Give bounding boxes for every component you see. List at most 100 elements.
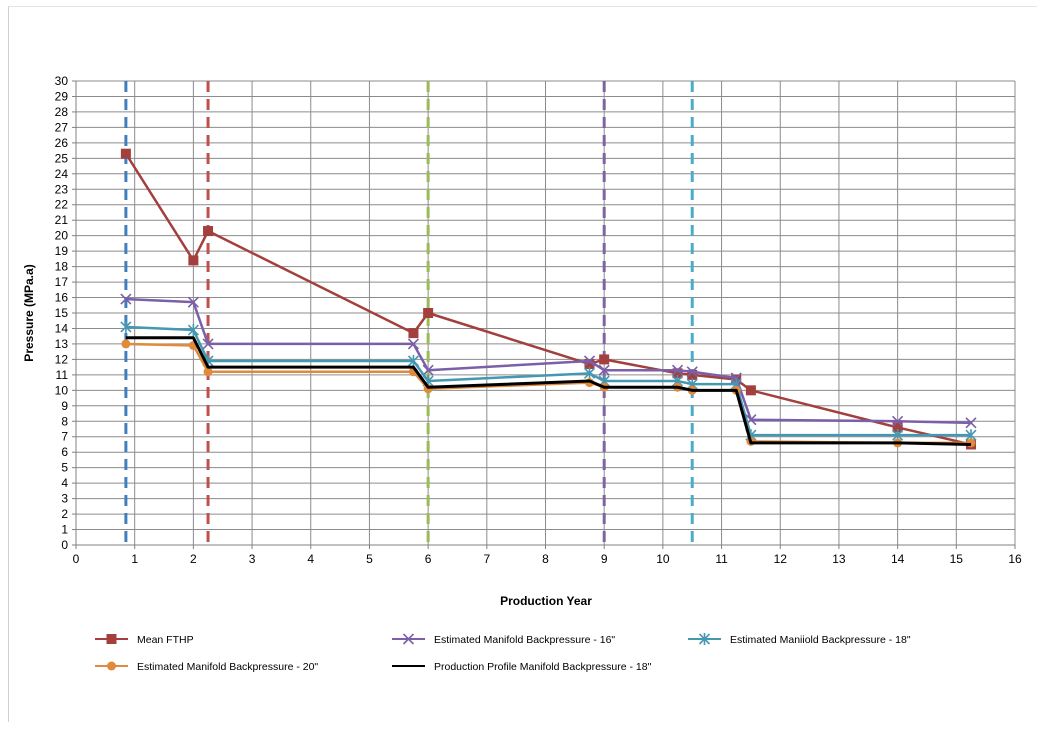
x-tick-label: 5 — [366, 552, 373, 566]
x-tick-label: 9 — [601, 552, 608, 566]
y-tick-label: 24 — [55, 167, 69, 181]
legend-entry: Estimated Manifold Backpressure - 16" — [392, 633, 615, 646]
y-tick-label: 30 — [55, 74, 69, 88]
legend-swatch-marker — [106, 634, 117, 644]
y-tick-label: 11 — [56, 368, 69, 382]
y-tick-label: 1 — [61, 523, 68, 537]
axes: 0 1 2 3 4 5 6 7 8 9 10 11 12 13 14 15 160123456789101112… — [55, 74, 1022, 566]
y-tick-label: 4 — [61, 476, 68, 490]
x-axis-label: Production Year — [500, 594, 592, 608]
x-tick-label: 4 — [307, 552, 314, 566]
data-point — [187, 296, 199, 308]
data-point — [187, 324, 199, 337]
vertical-markers — [124, 81, 694, 545]
data-point — [202, 338, 214, 350]
data-point — [120, 148, 131, 159]
y-tick-label: 14 — [55, 321, 69, 335]
data-point — [598, 364, 610, 376]
chart-frame — [8, 6, 1037, 722]
x-tick-label: 10 — [656, 552, 670, 566]
x-tick-label: 8 — [542, 552, 549, 566]
y-tick-label: 8 — [61, 414, 68, 428]
y-tick-label: 27 — [55, 120, 69, 134]
grid — [75, 80, 1016, 546]
data-point — [686, 366, 698, 378]
legend-label: Estimated Manifold Backpressure - 20" — [137, 661, 318, 673]
x-tick-label: 0 — [73, 552, 80, 566]
x-tick-label: 7 — [483, 552, 490, 566]
x-tick-label: 13 — [832, 552, 846, 566]
data-point — [422, 364, 434, 376]
data-point — [407, 354, 420, 367]
x-tick-label: 16 — [1008, 552, 1022, 566]
data-point — [965, 417, 977, 429]
series-1 — [120, 148, 976, 450]
x-tick-label: 15 — [950, 552, 964, 566]
series-2 — [120, 293, 977, 429]
series-3 — [120, 320, 977, 442]
y-tick-label: 20 — [55, 229, 69, 243]
data-point — [583, 367, 596, 380]
series-5 — [125, 336, 972, 446]
data-point — [423, 308, 434, 318]
y-tick-label: 23 — [55, 182, 69, 196]
legend-entry: Mean FTHP — [95, 634, 194, 646]
y-tick-label: 22 — [55, 198, 69, 212]
legend-label: Estimated Maniiold Backpressure - 18" — [730, 634, 911, 646]
y-tick-label: 16 — [55, 291, 69, 305]
legend-entry: Production Profile Manifold Backpressure… — [392, 661, 652, 673]
y-tick-label: 10 — [55, 383, 69, 397]
y-tick-label: 26 — [55, 136, 69, 150]
data-point — [120, 320, 132, 333]
x-tick-label: 2 — [190, 552, 197, 566]
series-line — [125, 342, 971, 445]
y-tick-label: 2 — [61, 507, 68, 521]
series-4 — [121, 339, 976, 448]
y-tick-label: 7 — [61, 430, 68, 444]
y-tick-label: 29 — [55, 89, 69, 103]
data-point — [407, 338, 420, 350]
legend-swatch-marker — [107, 661, 116, 671]
data-point — [892, 422, 903, 433]
data-point — [672, 368, 683, 379]
y-tick-label: 21 — [55, 213, 69, 227]
y-tick-label: 17 — [55, 275, 69, 289]
y-tick-label: 5 — [61, 461, 68, 475]
data-point — [671, 364, 684, 376]
y-tick-label: 12 — [55, 352, 69, 366]
series-line — [125, 336, 972, 446]
data-point — [892, 415, 904, 427]
legend-label: Production Profile Manifold Backpressure… — [434, 661, 652, 673]
data-point — [583, 355, 596, 367]
y-tick-label: 18 — [55, 260, 69, 274]
data-point — [203, 367, 213, 377]
y-tick-label: 6 — [61, 445, 68, 459]
legend-entry: Estimated Maniiold Backpressure - 18" — [688, 633, 911, 646]
data-point — [584, 359, 595, 370]
series — [120, 148, 977, 450]
y-tick-label: 15 — [55, 306, 69, 320]
y-axis-label: Pressure (MPa.a) — [22, 264, 36, 361]
y-tick-label: 13 — [55, 337, 69, 351]
x-tick-label: 3 — [249, 552, 256, 566]
legend-entry: Estimated Manifold Backpressure - 20" — [95, 661, 318, 673]
legend: Mean FTHP Estimated Manifold Backpressure… — [95, 633, 911, 673]
y-tick-label: 3 — [61, 492, 68, 506]
data-point — [599, 354, 610, 365]
legend-label: Mean FTHP — [137, 634, 194, 646]
data-point — [188, 255, 199, 266]
x-tick-label: 6 — [425, 552, 432, 566]
data-point — [203, 226, 214, 237]
y-tick-label: 19 — [55, 244, 69, 258]
x-tick-label: 12 — [774, 552, 788, 566]
legend-swatch-marker — [402, 633, 415, 645]
series-line — [124, 153, 972, 446]
data-point — [120, 293, 132, 305]
x-tick-label: 1 — [131, 552, 138, 566]
y-tick-label: 9 — [61, 399, 68, 413]
x-tick-label: 14 — [891, 552, 905, 566]
data-point — [121, 339, 131, 349]
x-tick-label: 11 — [715, 552, 728, 566]
data-point — [408, 328, 419, 339]
